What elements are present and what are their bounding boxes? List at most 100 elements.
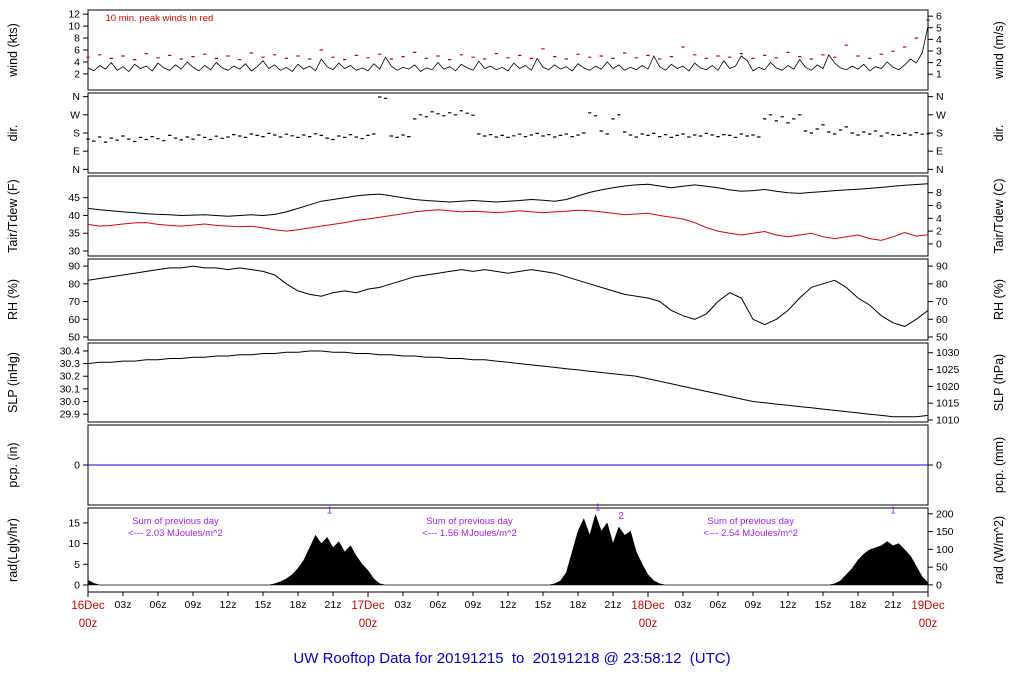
temperature-right-tick-label: 8 bbox=[936, 187, 942, 199]
humidity-right-tick-label: 60 bbox=[936, 314, 948, 326]
radiation-right-tick-label: 200 bbox=[936, 508, 954, 520]
pressure-left-tick-label: 29.9 bbox=[60, 409, 81, 421]
x-minor-label: 21z bbox=[605, 599, 622, 611]
x-minor-label: 21z bbox=[325, 599, 342, 611]
radiation-right-tick-label: 50 bbox=[936, 562, 948, 574]
wind-ylabel-right: wind (m/s) bbox=[992, 21, 1006, 80]
pressure-left-tick-label: 30.0 bbox=[60, 396, 81, 408]
x-minor-label: 15z bbox=[815, 599, 832, 611]
x-minor-label: 03z bbox=[115, 599, 132, 611]
rad-sum-label-line2: <--- 2.54 MJoules/m^2 bbox=[703, 528, 797, 539]
direction-left-tick-label: N bbox=[72, 91, 80, 103]
x-minor-label: 18z bbox=[570, 599, 587, 611]
wind-right-tick-label: 3 bbox=[936, 45, 942, 57]
rad-mark: 1 bbox=[595, 502, 601, 513]
x-minor-label: 12z bbox=[220, 599, 237, 611]
humidity-right-tick-label: 50 bbox=[936, 331, 948, 343]
temperature-right-tick-label: 0 bbox=[936, 238, 942, 250]
direction-right-tick-label: N bbox=[936, 164, 944, 176]
rad-sum-label-line1: Sum of previous day bbox=[426, 516, 513, 527]
radiation-right-tick-label: 100 bbox=[936, 544, 954, 556]
precip-left-tick-label: 0 bbox=[74, 460, 80, 472]
x-minor-label: 09z bbox=[465, 599, 482, 611]
humidity-left-tick-label: 80 bbox=[68, 278, 80, 290]
pressure-series-slp bbox=[87, 350, 929, 418]
direction-right-tick-label: N bbox=[936, 91, 944, 103]
radiation-left-tick-label: 5 bbox=[74, 559, 80, 571]
direction-series-wind-direction bbox=[86, 96, 930, 143]
pressure-right-tick-label: 1020 bbox=[936, 381, 960, 393]
humidity-frame bbox=[87, 258, 929, 341]
pressure-left-tick-label: 30.2 bbox=[60, 371, 81, 383]
radiation-left-tick-label: 15 bbox=[68, 517, 80, 529]
temperature-series-tair bbox=[87, 183, 929, 217]
wind-frame bbox=[87, 9, 929, 91]
rad-mark: 1 bbox=[890, 505, 896, 516]
pressure-left-tick-label: 30.3 bbox=[60, 358, 81, 370]
radiation-ylabel-right: rad (W/m^2) bbox=[992, 516, 1006, 584]
temperature-ylabel-left: Tair/Tdew (F) bbox=[6, 179, 20, 253]
humidity-left-tick-label: 50 bbox=[68, 331, 80, 343]
wind-ylabel-left: wind (kts) bbox=[6, 23, 20, 77]
temperature-frame bbox=[87, 175, 929, 257]
direction-frame bbox=[87, 92, 929, 174]
humidity-left-tick-label: 60 bbox=[68, 314, 80, 326]
x-major-label-date: 16Dec bbox=[71, 600, 104, 612]
direction-left-tick-label: E bbox=[73, 146, 80, 158]
temperature-left-tick-label: 30 bbox=[68, 246, 80, 258]
humidity-right-tick-label: 90 bbox=[936, 261, 948, 273]
pressure-right-tick-label: 1025 bbox=[936, 364, 960, 376]
pressure-ylabel-left: SLP (inHg) bbox=[6, 352, 20, 413]
temperature-left-tick-label: 35 bbox=[68, 228, 80, 240]
direction-ylabel-right: dir. bbox=[992, 125, 1006, 142]
precip-right-tick-label: 0 bbox=[936, 460, 942, 472]
temperature-left-tick-label: 45 bbox=[68, 192, 80, 204]
x-major-label-date: 19Dec bbox=[911, 600, 944, 612]
wind-right-tick-label: 4 bbox=[936, 34, 942, 46]
x-minor-label: 03z bbox=[675, 599, 692, 611]
humidity-left-tick-label: 70 bbox=[68, 296, 80, 308]
temperature-left-tick-label: 40 bbox=[68, 210, 80, 222]
humidity-series-rh bbox=[87, 265, 929, 327]
x-minor-label: 12z bbox=[780, 599, 797, 611]
humidity-left-tick-label: 90 bbox=[68, 261, 80, 273]
x-major-label-hour: 00z bbox=[79, 618, 98, 630]
wind-note: 10 min. peak winds in red bbox=[106, 13, 214, 24]
wind-right-tick-label: 6 bbox=[936, 11, 942, 23]
wind-right-tick-label: 5 bbox=[936, 22, 942, 34]
x-minor-label: 18z bbox=[850, 599, 867, 611]
x-minor-label: 15z bbox=[535, 599, 552, 611]
x-minor-label: 06z bbox=[710, 599, 727, 611]
radiation-left-tick-label: 10 bbox=[68, 538, 80, 550]
chart-title: UW Rooftop Data for 20191215 to 20191218… bbox=[293, 650, 731, 667]
wind-left-tick-label: 6 bbox=[74, 45, 80, 57]
direction-left-tick-label: W bbox=[70, 109, 80, 121]
wind-left-tick-label: 2 bbox=[74, 68, 80, 80]
rad-sum-label-line2: <--- 1.56 MJoules/m^2 bbox=[422, 528, 516, 539]
direction-left-tick-label: S bbox=[73, 128, 80, 140]
radiation-right-tick-label: 0 bbox=[936, 579, 942, 591]
direction-right-tick-label: W bbox=[936, 109, 946, 121]
x-minor-label: 06z bbox=[430, 599, 447, 611]
x-major-label-date: 18Dec bbox=[631, 600, 664, 612]
pressure-ylabel-right: SLP (hPa) bbox=[992, 354, 1006, 411]
x-major-label-hour: 00z bbox=[639, 618, 658, 630]
direction-left-tick-label: N bbox=[72, 164, 80, 176]
x-major-label-hour: 00z bbox=[919, 618, 938, 630]
x-minor-label: 15z bbox=[255, 599, 272, 611]
temperature-ylabel-right: Tair/Tdew (C) bbox=[992, 178, 1006, 253]
x-minor-label: 09z bbox=[745, 599, 762, 611]
temperature-right-tick-label: 2 bbox=[936, 226, 942, 238]
wind-right-tick-label: 1 bbox=[936, 69, 942, 81]
direction-right-tick-label: S bbox=[936, 128, 943, 140]
radiation-right-tick-label: 150 bbox=[936, 526, 954, 538]
humidity-ylabel-right: RH (%) bbox=[992, 279, 1006, 320]
wind-left-tick-label: 12 bbox=[68, 9, 80, 21]
x-minor-label: 09z bbox=[185, 599, 202, 611]
wind-left-tick-label: 8 bbox=[74, 33, 80, 45]
direction-right-tick-label: E bbox=[936, 146, 943, 158]
direction-ylabel-left: dir. bbox=[6, 125, 20, 142]
wind-right-tick-label: 2 bbox=[936, 57, 942, 69]
